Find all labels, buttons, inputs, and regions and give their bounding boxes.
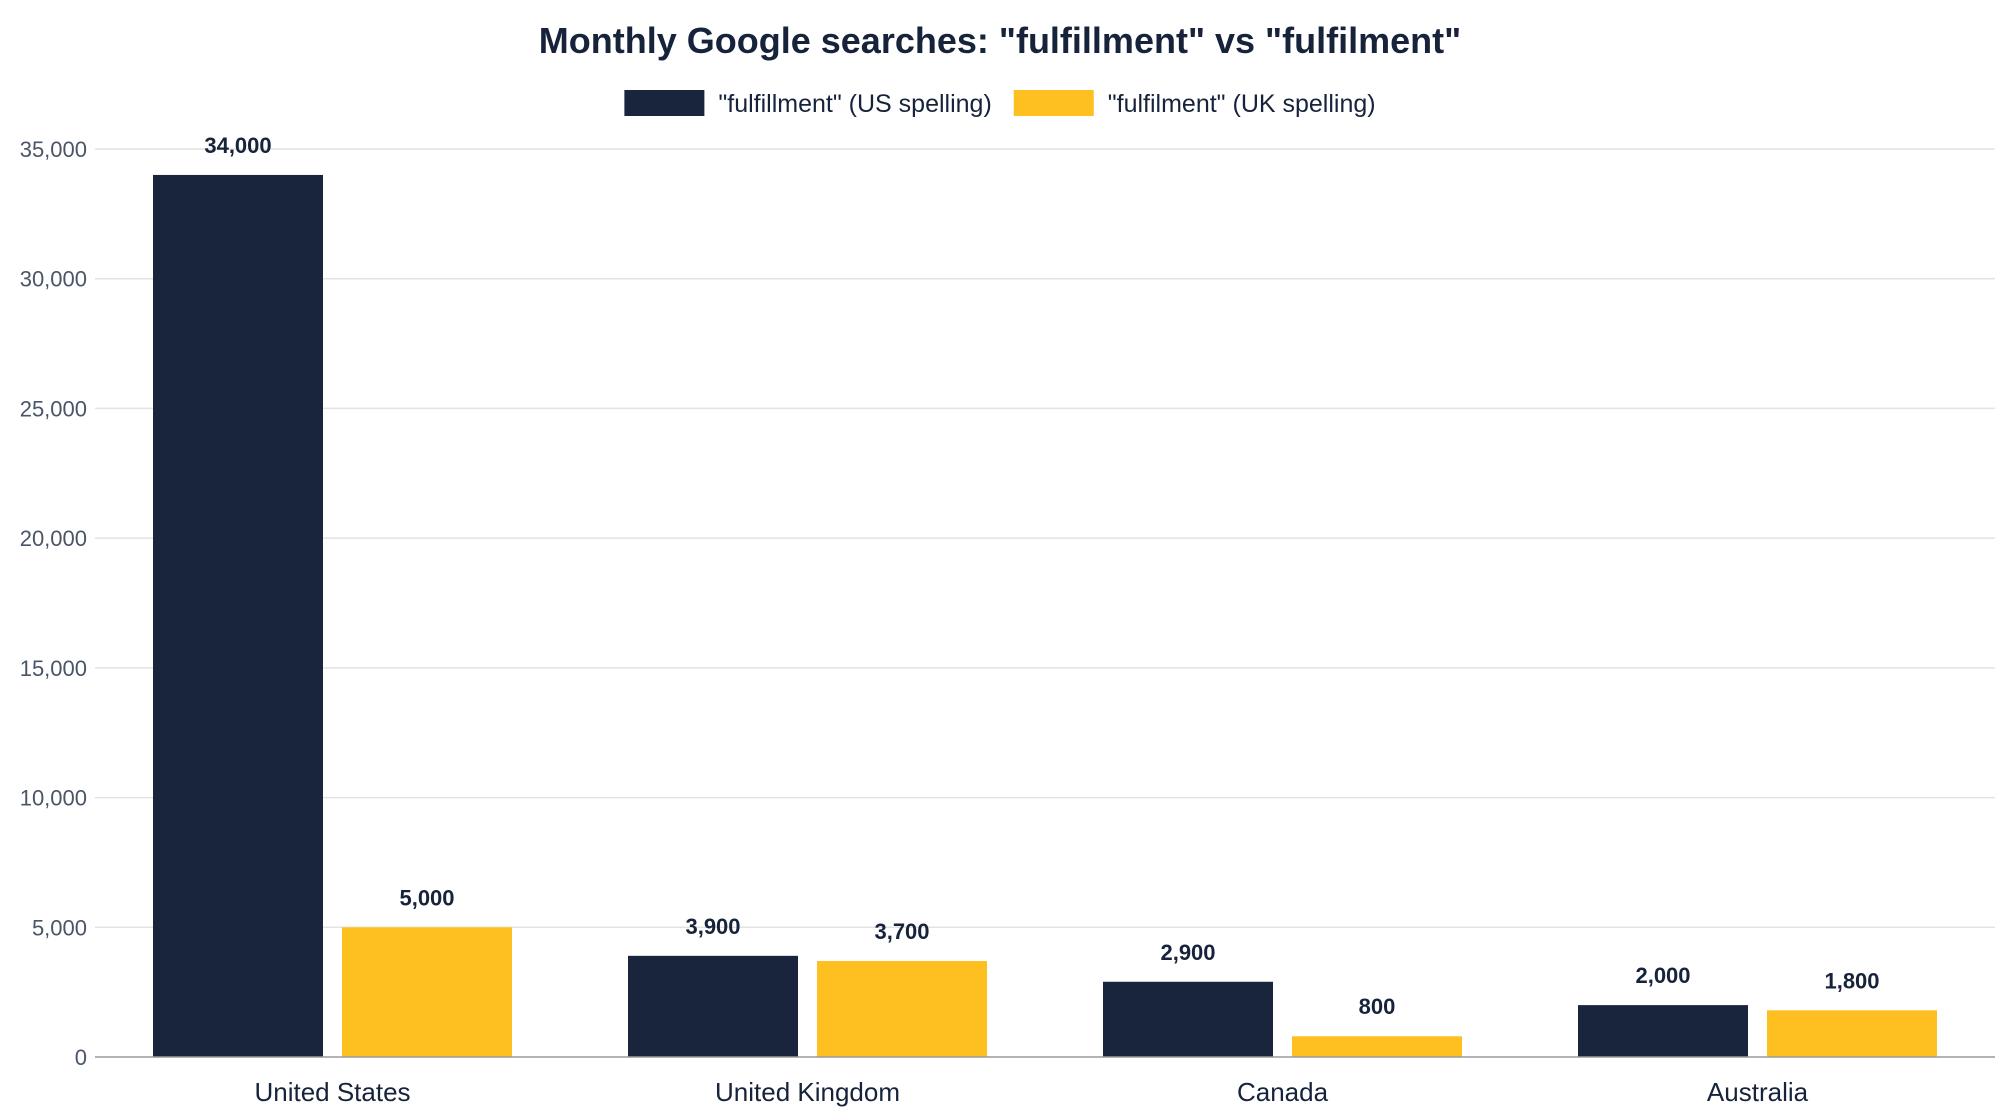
bar-value-label: 1,800 xyxy=(1824,968,1879,993)
x-tick-label: United Kingdom xyxy=(715,1077,900,1107)
legend-label: "fulfillment" (US spelling) xyxy=(718,90,991,118)
bar-value-label: 2,900 xyxy=(1160,940,1215,965)
x-tick-label: Canada xyxy=(1237,1077,1329,1107)
bar-value-label: 800 xyxy=(1359,994,1396,1019)
y-tick-label: 10,000 xyxy=(20,786,87,811)
legend-swatch xyxy=(624,90,705,116)
chart-title: Monthly Google searches: "fulfillment" v… xyxy=(539,20,1461,61)
bar-value-label: 3,700 xyxy=(874,919,929,944)
bar xyxy=(1767,1010,1937,1057)
data-labels: 34,000 5,000 3,900 3,700 2,900 800 2,000 1,800 xyxy=(204,133,1879,1019)
bar xyxy=(153,174,323,1057)
bar xyxy=(342,927,512,1057)
y-tick-label: 35,000 xyxy=(20,137,87,162)
legend-label: "fulfilment" (UK spelling) xyxy=(1108,90,1376,118)
bar xyxy=(628,955,798,1057)
bar xyxy=(1578,1005,1748,1057)
y-tick-label: 30,000 xyxy=(20,267,87,292)
bar-value-label: 34,000 xyxy=(204,133,271,158)
legend-item: "fulfilment" (UK spelling) xyxy=(1013,90,1376,118)
legend: "fulfillment" (US spelling) "fulfilment" … xyxy=(624,90,1376,118)
x-axis-ticks: United States United Kingdom Canada Austral… xyxy=(254,1077,1808,1107)
bars xyxy=(153,174,1937,1057)
y-tick-label: 25,000 xyxy=(20,396,87,421)
y-tick-label: 5,000 xyxy=(32,915,87,940)
x-tick-label: Australia xyxy=(1707,1077,1809,1107)
legend-swatch xyxy=(1013,90,1094,116)
y-axis-ticks: 0 5,000 10,000 15,000 20,000 25,000 30,000 35,0… xyxy=(20,137,87,1070)
bar-value-label: 2,000 xyxy=(1635,963,1690,988)
gridlines xyxy=(95,148,1995,929)
y-tick-label: 15,000 xyxy=(20,656,87,681)
legend-item: "fulfillment" (US spelling) xyxy=(624,90,992,118)
bar xyxy=(1292,1036,1462,1057)
bar xyxy=(1103,981,1273,1057)
y-tick-label: 20,000 xyxy=(20,526,87,551)
y-tick-label: 0 xyxy=(75,1045,87,1070)
bar-value-label: 3,900 xyxy=(685,914,740,939)
bar xyxy=(817,961,987,1057)
bar-value-label: 5,000 xyxy=(399,885,454,910)
x-tick-label: United States xyxy=(254,1077,410,1107)
